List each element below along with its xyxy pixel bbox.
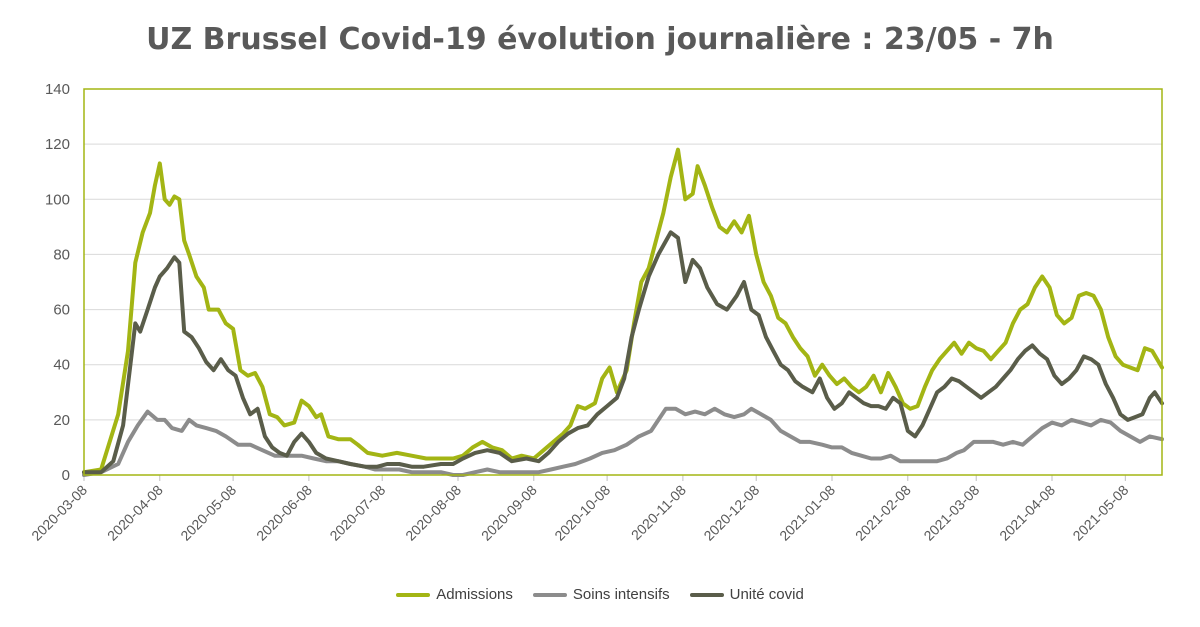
legend-label-unite-covid: Unité covid — [729, 586, 804, 603]
series-lines — [82, 147, 1164, 477]
legend: Admissions Soins intensifs Unité covid — [0, 586, 1200, 603]
legend-item-unite-covid: Unité covid — [689, 586, 804, 603]
series-line-admissions — [82, 147, 1164, 475]
legend-label-soins-intensifs: Soins intensifs — [572, 586, 670, 603]
x-tick-labels: 2020-03-08 2020-04-08 2020-05-08 2020-06-08… — [28, 482, 1131, 544]
x-tick-label: 2020-03-08 — [28, 482, 90, 544]
x-tick-label: 2020-08-08 — [402, 482, 464, 544]
legend-swatch-soins-intensifs — [532, 592, 567, 597]
y-tick-label: 20 — [53, 412, 70, 429]
x-tick-label: 2020-12-08 — [700, 482, 762, 544]
x-tick-label: 2021-04-08 — [996, 482, 1058, 544]
x-tick-label: 2021-01-08 — [776, 482, 838, 544]
y-tick-labels: 0 20 40 60 80 100 120 140 — [45, 81, 70, 484]
x-tick-label: 2020-10-08 — [551, 482, 613, 544]
y-tick-label: 40 — [53, 357, 70, 374]
legend-item-soins-intensifs: Soins intensifs — [532, 586, 670, 603]
legend-item-admissions: Admissions — [396, 586, 513, 603]
x-tick-label: 2020-06-08 — [253, 482, 315, 544]
y-tick-label: 120 — [45, 136, 70, 153]
y-tick-label: 0 — [62, 467, 70, 484]
y-tick-label: 80 — [53, 246, 70, 263]
y-tick-label: 140 — [45, 81, 70, 98]
grid-lines — [83, 143, 1162, 481]
x-tick-label: 2021-02-08 — [852, 482, 914, 544]
x-tick-label: 2021-05-08 — [1069, 482, 1131, 544]
x-tick-label: 2020-09-08 — [478, 482, 540, 544]
plot-frame — [83, 88, 1163, 476]
legend-swatch-unite-covid — [689, 592, 724, 597]
legend-swatch-admissions — [396, 592, 431, 597]
x-tick-label: 2020-11-08 — [628, 482, 689, 543]
x-tick-label: 2021-03-08 — [920, 482, 982, 544]
chart-title: UZ Brussel Covid-19 évolution journalièr… — [146, 22, 1054, 57]
y-tick-label: 100 — [45, 191, 70, 208]
x-tick-label: 2020-04-08 — [104, 482, 166, 544]
legend-label-admissions: Admissions — [436, 586, 513, 603]
y-tick-label: 60 — [53, 302, 70, 319]
series-line-soins — [82, 406, 1164, 477]
x-tick-label: 2020-05-08 — [177, 482, 239, 544]
x-tick-label: 2020-07-08 — [326, 482, 388, 544]
series-line-covid — [82, 230, 1164, 475]
